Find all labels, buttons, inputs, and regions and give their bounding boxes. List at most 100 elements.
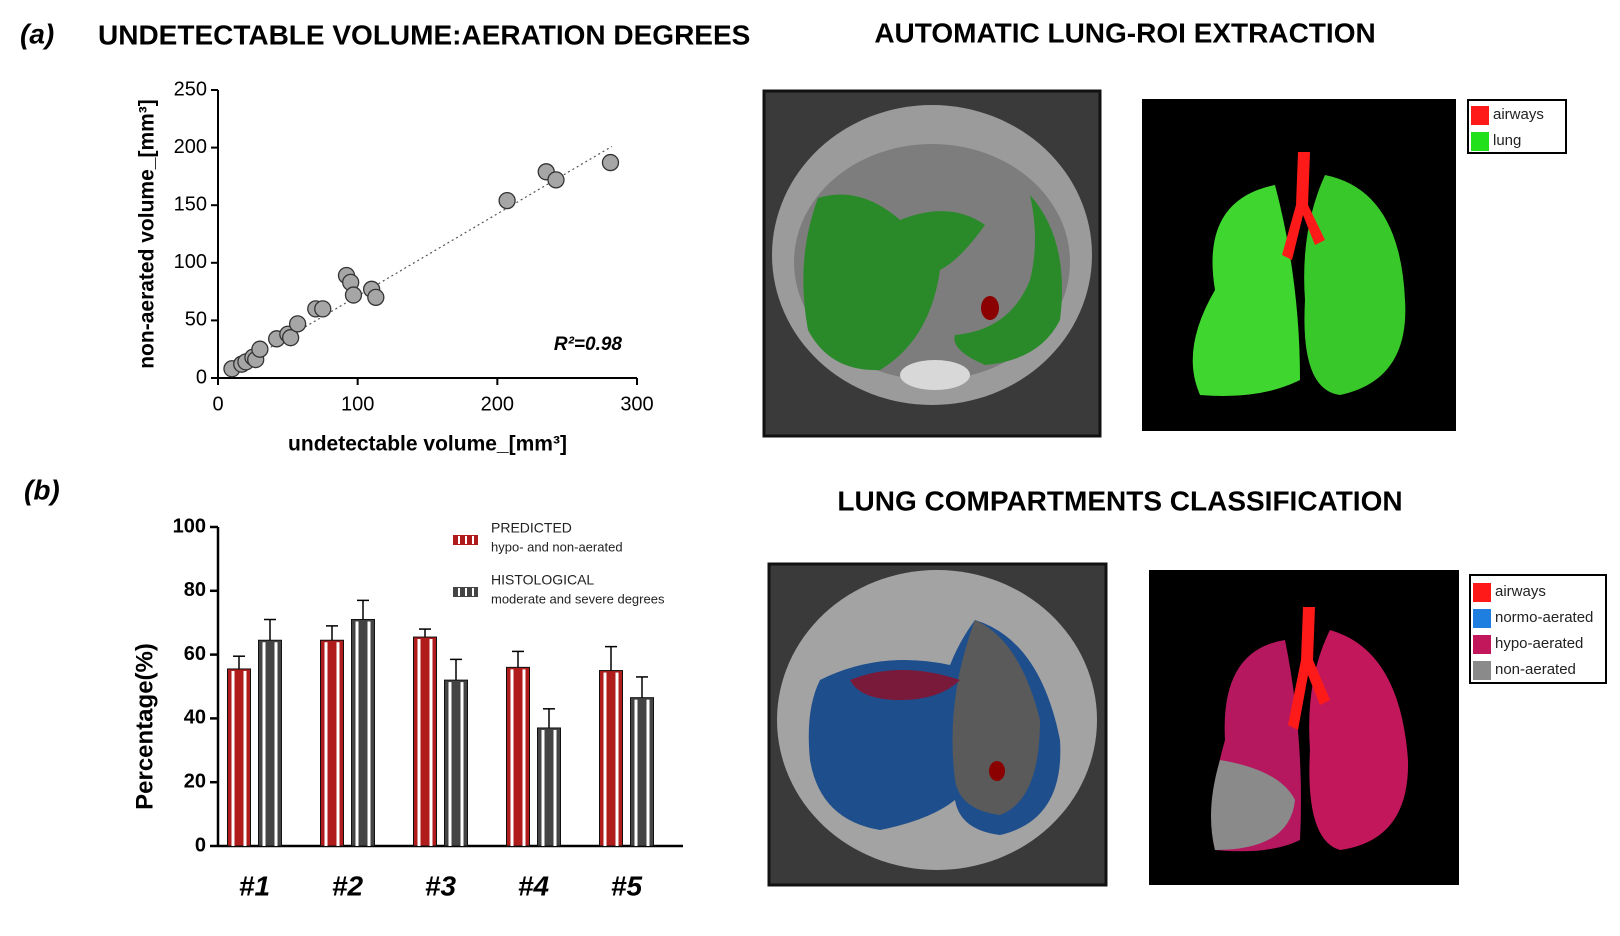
data-point (367, 288, 385, 307)
lung-3d-image (1149, 570, 1459, 885)
x-tick-label: #1 (239, 870, 270, 901)
data-point (601, 153, 620, 172)
bar (413, 636, 437, 847)
bar (630, 697, 654, 847)
legend-label: non-aerated (1495, 661, 1576, 678)
bar-stripe (634, 699, 638, 846)
y-tick-label: 40 (184, 707, 206, 729)
y-tick-label: 20 (184, 770, 206, 792)
chart-title: UNDETECTABLE VOLUME:AERATION DEGREES (98, 19, 750, 50)
legend-label: airways (1493, 106, 1544, 123)
scatter-chart: 0 50 100 150 200 250 0 100 200 300 undetectable vo… (136, 78, 654, 455)
y-tick-label: 0 (196, 366, 207, 388)
data-point (547, 171, 565, 189)
legend-stripe (458, 536, 460, 544)
bar-stripe (231, 670, 235, 846)
legend-label: airways (1495, 583, 1546, 600)
legend-swatch (1471, 132, 1489, 151)
bar-stripe (417, 639, 421, 846)
legend-label: lung (1493, 132, 1521, 149)
x-tick-label: 200 (481, 393, 514, 415)
bar-stripe (510, 669, 514, 846)
bar-stripe (603, 672, 607, 846)
bar (599, 670, 623, 847)
data-point (288, 315, 307, 333)
y-tick-label: 100 (174, 251, 207, 273)
lung-3d-image (1142, 99, 1456, 431)
bar-stripe (336, 642, 340, 846)
data-point (314, 300, 332, 318)
data-point (281, 329, 300, 347)
bar (506, 666, 530, 847)
bar (227, 668, 251, 847)
legend-label: PREDICTED (491, 520, 572, 536)
x-tick-label: #3 (425, 870, 457, 901)
bar-stripe (615, 672, 619, 846)
data-point (498, 191, 516, 210)
section-title: LUNG COMPARTMENTS CLASSIFICATION (837, 485, 1402, 516)
x-tick-label: 100 (341, 393, 374, 415)
legend-label: normo-aerated (1495, 609, 1593, 626)
bar-chart: 0 20 40 60 80 100 Percentage(%) #1 #2 #3 #4 #5 PREDI… (131, 515, 683, 901)
y-tick-label: 0 (195, 834, 206, 856)
legend-swatch (1471, 106, 1489, 125)
ct-image (767, 562, 1108, 887)
bar (444, 679, 468, 847)
ct-image (762, 89, 1102, 438)
legend-description: hypo- and non-aerated (491, 539, 623, 554)
y-tick-label: 150 (174, 193, 207, 215)
bar-stripe (262, 642, 266, 846)
panel-label: (a) (20, 18, 54, 49)
panel-label: (b) (24, 474, 60, 505)
legend-label: HISTOLOGICAL (491, 572, 594, 588)
legend-stripe (458, 588, 460, 596)
x-tick-label: 0 (212, 393, 223, 415)
x-tick-label: #5 (611, 870, 643, 901)
y-tick-label: 250 (174, 78, 207, 100)
bar (320, 639, 344, 847)
legend-swatch (1473, 583, 1491, 602)
legend-swatch (1473, 635, 1491, 654)
annotation: R²=0.98 (554, 334, 623, 355)
bar-stripe (355, 621, 359, 846)
bar (351, 619, 375, 847)
bar-stripe (460, 682, 464, 846)
legend-stripe (472, 536, 474, 544)
x-tick-label: 300 (620, 393, 653, 415)
bar-stripe (243, 670, 247, 846)
bar-stripe (522, 669, 526, 846)
x-axis-label: undetectable volume_[mm³] (288, 433, 567, 456)
bar-stripe (646, 699, 650, 846)
legend-swatch (1473, 609, 1491, 628)
legend-stripe (472, 588, 474, 596)
y-tick-label: 80 (184, 579, 206, 601)
legend-stripe (465, 536, 467, 544)
y-tick-label: 200 (174, 136, 207, 158)
y-tick-label: 50 (185, 309, 207, 331)
bar-stripe (274, 642, 278, 846)
bar-stripe (367, 621, 371, 846)
bar (258, 639, 282, 847)
legend-swatch (1473, 661, 1491, 680)
bar (537, 727, 561, 847)
data-point (251, 340, 269, 358)
x-tick-label: #2 (332, 870, 364, 901)
bar-stripe (553, 729, 557, 846)
y-axis-label: Percentage(%) (131, 643, 158, 810)
bar-stripe (429, 639, 433, 846)
data-point (344, 286, 363, 304)
bar-stripe (324, 642, 328, 846)
y-tick-label: 60 (184, 643, 206, 665)
y-axis-label: non-aerated volume_[mm³] (136, 99, 159, 369)
bar-stripe (448, 682, 452, 846)
section-title: AUTOMATIC LUNG-ROI EXTRACTION (874, 17, 1375, 48)
legend-box (1469, 574, 1607, 684)
y-tick-label: 100 (173, 515, 206, 537)
bar-stripe (541, 729, 545, 846)
legend-description: moderate and severe degrees (491, 591, 665, 606)
trend-line (231, 145, 613, 371)
x-tick-label: #4 (518, 870, 550, 901)
legend-stripe (465, 588, 467, 596)
legend-label: hypo-aerated (1495, 635, 1583, 652)
